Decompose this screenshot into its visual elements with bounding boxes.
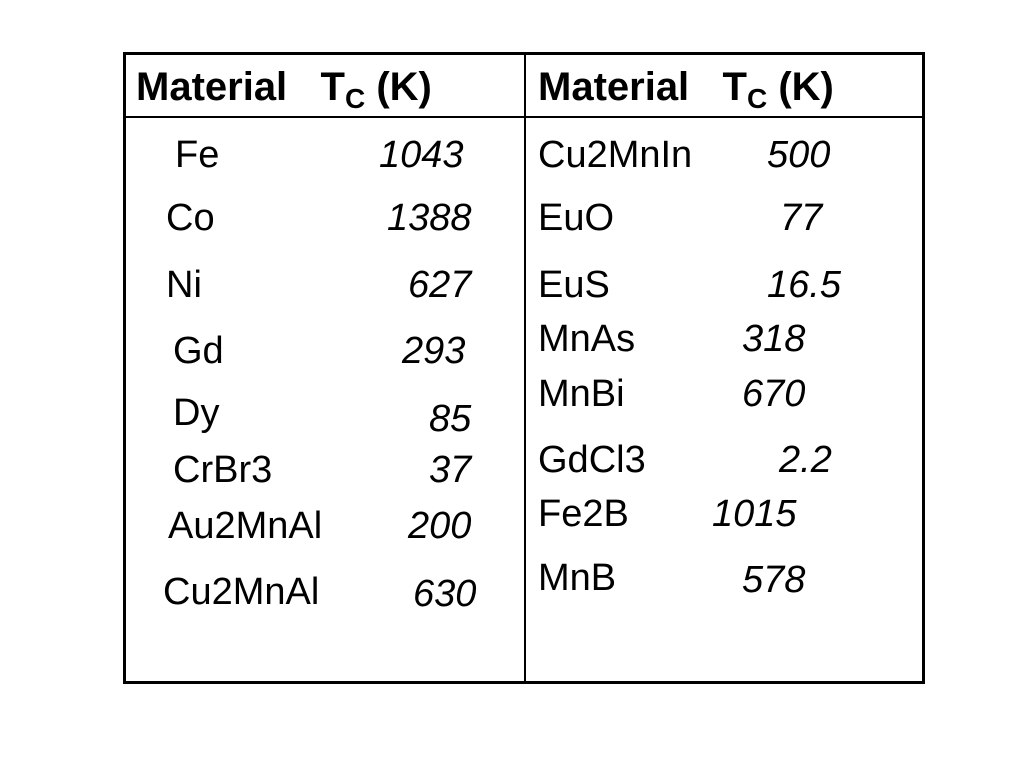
material-name: Fe2B [538,493,629,535]
material-name: GdCl3 [538,439,646,481]
header-left: Material TC (K) [136,65,432,114]
header-divider [123,116,925,118]
curie-temperature: 578 [742,559,806,601]
header-material-label: Material [538,65,690,109]
curie-temperature: 200 [408,505,472,547]
curie-temperature: 1015 [712,493,797,535]
curie-temperature: 670 [742,373,806,415]
curie-temperature: 630 [413,573,477,615]
curie-temperature: 77 [780,197,823,239]
material-name: Cu2MnIn [538,134,693,176]
curie-temperature: 37 [429,449,472,491]
header-material-label: Material [136,65,288,109]
header-tc-label: TC (K) [722,65,834,114]
material-name: Gd [173,330,224,372]
material-name: Cu2MnAl [163,571,320,613]
header-tc-label: TC (K) [320,65,432,114]
material-name: EuS [538,264,610,306]
material-name: Ni [166,264,202,306]
material-name: EuO [538,197,615,239]
material-name: MnAs [538,318,636,360]
material-name: MnB [538,557,617,599]
column-divider [524,52,526,684]
header-right: Material TC (K) [538,65,834,114]
material-name: Dy [173,392,220,434]
material-name: Fe [175,134,220,176]
curie-temperature: 85 [429,398,472,440]
curie-temperature: 2.2 [779,439,832,481]
curie-temperature: 500 [767,134,831,176]
curie-temperature: 1388 [387,197,472,239]
material-name: CrBr3 [173,449,273,491]
material-name: MnBi [538,373,625,415]
material-name: Co [166,197,215,239]
curie-temperature: 318 [742,318,806,360]
material-name: Au2MnAl [168,505,323,547]
curie-temperature: 293 [402,330,466,372]
curie-temperature: 16.5 [767,264,841,306]
curie-temperature: 1043 [379,134,464,176]
curie-temperature: 627 [408,264,472,306]
